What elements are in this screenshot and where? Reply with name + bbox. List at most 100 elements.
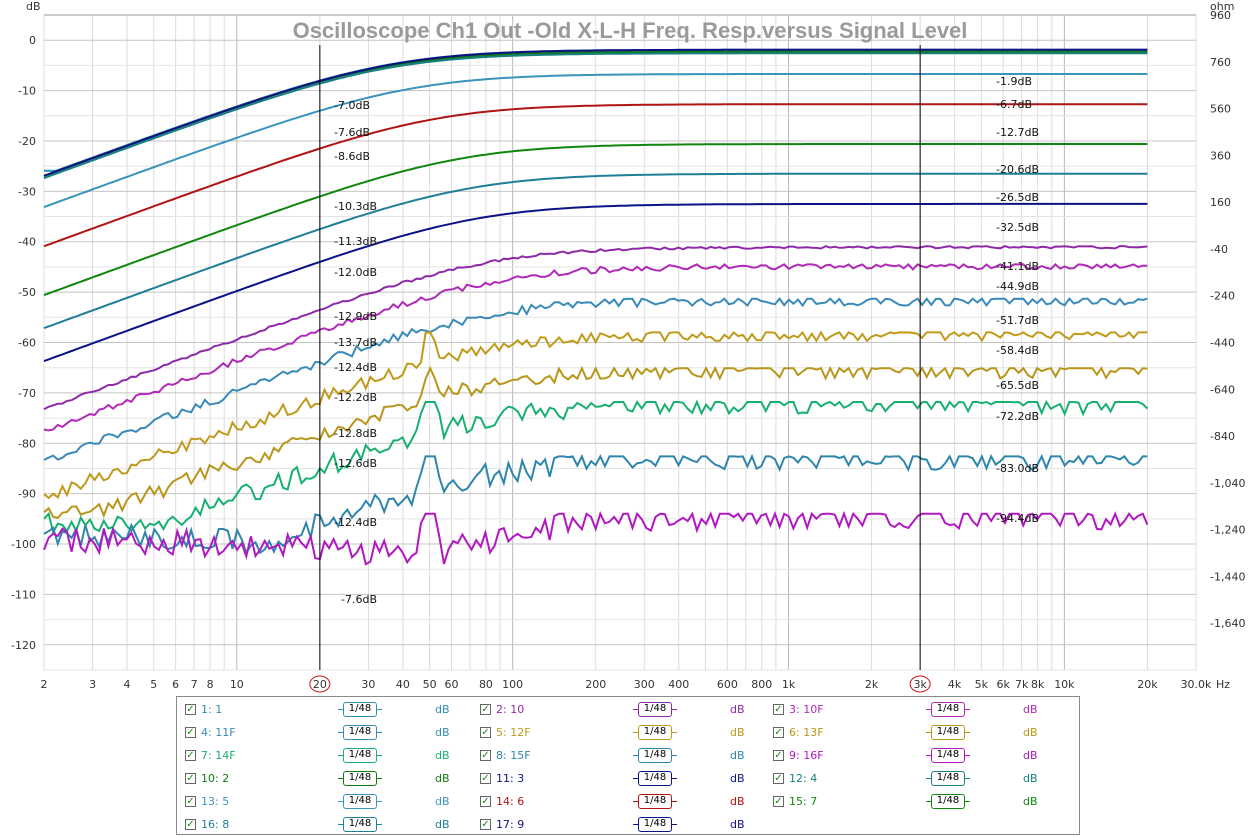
series-line-11 bbox=[43, 262, 1148, 432]
cursor-readout-right: -44.9dB bbox=[996, 280, 1039, 293]
legend-smoothing-button[interactable]: 1/48 bbox=[633, 771, 677, 786]
legend-checkbox[interactable]: ✓ bbox=[480, 727, 491, 738]
legend-unit: dB bbox=[1023, 749, 1038, 762]
legend-unit: dB bbox=[1023, 795, 1038, 808]
legend-checkbox[interactable]: ✓ bbox=[185, 773, 196, 784]
legend-series-name: 3: 10F bbox=[789, 703, 824, 716]
legend-smoothing-button[interactable]: 1/48 bbox=[633, 702, 677, 717]
legend-entry[interactable]: ✓ 5: 12F 1/48 dB bbox=[480, 724, 765, 744]
series-line-17 bbox=[43, 510, 1149, 566]
legend-entry[interactable]: ✓ 4: 11F 1/48 dB bbox=[185, 724, 470, 744]
legend-entry[interactable]: ✓ 7: 14F 1/48 dB bbox=[185, 747, 470, 767]
legend-entry[interactable]: ✓ 2: 10 1/48 dB bbox=[480, 701, 765, 721]
legend-checkbox[interactable]: ✓ bbox=[480, 750, 491, 761]
legend-unit: dB bbox=[730, 749, 745, 762]
legend-unit: dB bbox=[1023, 703, 1038, 716]
series-line-14 bbox=[43, 365, 1148, 520]
legend-unit: dB bbox=[730, 703, 745, 716]
legend-entry[interactable]: ✓ 11: 3 1/48 dB bbox=[480, 770, 765, 790]
legend-smoothing-button[interactable]: 1/48 bbox=[338, 702, 382, 717]
legend-entry[interactable]: ✓ 14: 6 1/48 dB bbox=[480, 793, 765, 813]
legend-smoothing-button[interactable]: 1/48 bbox=[926, 748, 970, 763]
legend-entry[interactable]: ✓ 8: 15F 1/48 dB bbox=[480, 747, 765, 767]
legend-checkbox[interactable]: ✓ bbox=[773, 796, 784, 807]
x-tick-label: 200 bbox=[585, 678, 606, 691]
legend-series-name: 15: 7 bbox=[789, 795, 818, 808]
legend-smoothing-button[interactable]: 1/48 bbox=[633, 725, 677, 740]
cursor-readout-left: -10.3dB bbox=[334, 200, 377, 213]
legend-entry[interactable]: ✓ 3: 10F 1/48 dB bbox=[773, 701, 1058, 721]
legend-entry[interactable]: ✓ 9: 16F 1/48 dB bbox=[773, 747, 1058, 767]
legend-smoothing-button[interactable]: 1/48 bbox=[338, 794, 382, 809]
legend-entry[interactable]: ✓ 6: 13F 1/48 dB bbox=[773, 724, 1058, 744]
left-axis-unit: dB bbox=[26, 0, 41, 13]
cursor-readout-right: -32.5dB bbox=[996, 221, 1039, 234]
x-tick-label: 3 bbox=[89, 678, 96, 691]
x-tick-label: 8 bbox=[207, 678, 214, 691]
x-tick-label: 5k bbox=[975, 678, 989, 691]
legend-entry[interactable]: ✓ 10: 2 1/48 dB bbox=[185, 770, 470, 790]
x-tick-label: 60 bbox=[444, 678, 458, 691]
legend-smoothing-button[interactable]: 1/48 bbox=[338, 771, 382, 786]
cursor-readout-left: -12.6dB bbox=[334, 457, 377, 470]
legend-entry[interactable]: ✓ 12: 4 1/48 dB bbox=[773, 770, 1058, 790]
legend-series-name: 12: 4 bbox=[789, 772, 818, 785]
y2-tick-label: 360 bbox=[1210, 149, 1231, 162]
legend-checkbox[interactable]: ✓ bbox=[773, 727, 784, 738]
legend-smoothing-button[interactable]: 1/48 bbox=[926, 702, 970, 717]
legend-unit: dB bbox=[435, 818, 450, 831]
legend-checkbox[interactable]: ✓ bbox=[185, 796, 196, 807]
cursor-readout-right: -72.2dB bbox=[996, 410, 1039, 423]
legend-checkbox[interactable]: ✓ bbox=[480, 704, 491, 715]
legend-checkbox[interactable]: ✓ bbox=[185, 819, 196, 830]
legend-series-name: 11: 3 bbox=[496, 772, 525, 785]
legend-smoothing-button[interactable]: 1/48 bbox=[926, 771, 970, 786]
series-line-9 bbox=[43, 202, 1148, 363]
legend-entry[interactable]: ✓ 1: 1 1/48 dB bbox=[185, 701, 470, 721]
legend-entry[interactable]: ✓ 16: 8 1/48 dB bbox=[185, 816, 470, 836]
legend-smoothing-button[interactable]: 1/48 bbox=[338, 817, 382, 832]
y-tick-label: -70 bbox=[18, 387, 36, 400]
cursor-marker bbox=[309, 675, 331, 693]
legend-checkbox[interactable]: ✓ bbox=[773, 773, 784, 784]
x-tick-label: 30 bbox=[361, 678, 375, 691]
y2-tick-label: -440 bbox=[1210, 337, 1235, 350]
legend-checkbox[interactable]: ✓ bbox=[480, 796, 491, 807]
x-tick-label: 20k bbox=[1137, 678, 1158, 691]
legend-checkbox[interactable]: ✓ bbox=[773, 704, 784, 715]
x-tick-label: 300 bbox=[634, 678, 655, 691]
x-tick-label: 30.0k bbox=[1181, 678, 1212, 691]
y2-tick-label: 560 bbox=[1210, 103, 1231, 116]
x-tick-label: 7 bbox=[191, 678, 198, 691]
legend-entry[interactable]: ✓ 17: 9 1/48 dB bbox=[480, 816, 765, 836]
y2-tick-label: -1,040 bbox=[1210, 477, 1245, 490]
y2-tick-label: 760 bbox=[1210, 56, 1231, 69]
y2-tick-label: -840 bbox=[1210, 430, 1235, 443]
cursor-readout-left: -13.7dB bbox=[334, 336, 377, 349]
y-tick-label: -50 bbox=[18, 286, 36, 299]
legend-series-name: 4: 11F bbox=[201, 726, 236, 739]
legend-smoothing-button[interactable]: 1/48 bbox=[633, 794, 677, 809]
legend-checkbox[interactable]: ✓ bbox=[773, 750, 784, 761]
x-tick-label: 100 bbox=[502, 678, 523, 691]
y2-tick-label: -1,640 bbox=[1210, 617, 1245, 630]
legend-smoothing-button[interactable]: 1/48 bbox=[633, 817, 677, 832]
legend-checkbox[interactable]: ✓ bbox=[185, 704, 196, 715]
legend-checkbox[interactable]: ✓ bbox=[480, 773, 491, 784]
legend-smoothing-button[interactable]: 1/48 bbox=[926, 794, 970, 809]
legend-smoothing-button[interactable]: 1/48 bbox=[926, 725, 970, 740]
legend-smoothing-button[interactable]: 1/48 bbox=[338, 748, 382, 763]
legend-entry[interactable]: ✓ 13: 5 1/48 dB bbox=[185, 793, 470, 813]
legend-checkbox[interactable]: ✓ bbox=[185, 727, 196, 738]
legend-smoothing-button[interactable]: 1/48 bbox=[338, 725, 382, 740]
legend-smoothing-button[interactable]: 1/48 bbox=[633, 748, 677, 763]
legend-checkbox[interactable]: ✓ bbox=[480, 819, 491, 830]
x-tick-label: 800 bbox=[751, 678, 772, 691]
legend-checkbox[interactable]: ✓ bbox=[185, 750, 196, 761]
legend-entry[interactable]: ✓ 15: 7 1/48 dB bbox=[773, 793, 1058, 813]
x-tick-label: 40 bbox=[396, 678, 410, 691]
frequency-response-chart[interactable]: 0 -10 -20 -30 -40 -50 -60 -70 -80 -90 -100 -110 -120… bbox=[0, 0, 1259, 695]
legend-series-name: 8: 15F bbox=[496, 749, 531, 762]
legend-unit: dB bbox=[730, 772, 745, 785]
cursor-readout-left: -12.8dB bbox=[334, 427, 377, 440]
